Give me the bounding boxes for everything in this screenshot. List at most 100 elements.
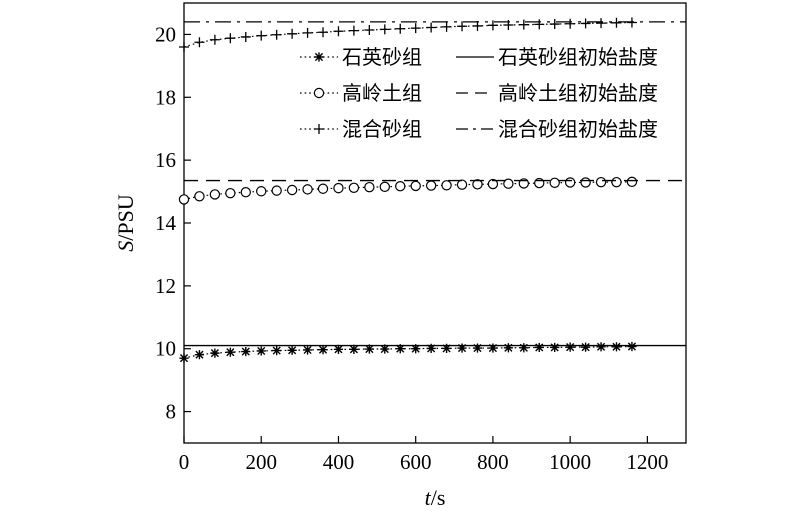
series-line (183, 181, 632, 201)
x-tick-label: 0 (179, 450, 190, 474)
data-point (457, 343, 467, 353)
data-point (240, 186, 251, 198)
data-point (194, 350, 205, 360)
legend-marker (313, 87, 325, 99)
data-point (550, 342, 560, 353)
data-point (287, 28, 298, 39)
x-tick-label: 400 (323, 450, 355, 474)
series-5 (179, 17, 637, 52)
data-point (456, 179, 468, 190)
data-point (225, 347, 235, 357)
data-point (194, 191, 205, 202)
data-point (348, 182, 360, 193)
data-point (302, 27, 313, 38)
data-point (503, 178, 514, 189)
data-point (457, 21, 468, 32)
data-point (596, 18, 607, 29)
plot-area (183, 2, 687, 444)
data-point (487, 20, 498, 31)
data-point (318, 27, 329, 38)
legend-entry: 高岭土组初始盐度 (456, 82, 658, 105)
data-point (209, 189, 221, 200)
legend-label: 混合砂组 (342, 118, 422, 141)
data-point (518, 19, 529, 30)
data-point (549, 177, 560, 188)
data-point (317, 183, 329, 194)
data-point (379, 24, 390, 35)
y-axis-label-symbol: S (113, 241, 138, 252)
legend-entry: 高岭土组 (300, 82, 422, 105)
plot-frame (183, 2, 687, 444)
data-point (488, 343, 498, 353)
data-point (179, 353, 189, 363)
y-axis-label: S/PSU (113, 194, 138, 252)
legend-label: 高岭土组初始盐度 (498, 82, 658, 105)
data-point (287, 345, 297, 355)
data-point (333, 26, 344, 37)
legend-label: 石英砂组初始盐度 (498, 46, 658, 69)
data-point (209, 34, 220, 45)
legend-label: 混合砂组初始盐度 (498, 118, 658, 141)
data-point (395, 344, 405, 354)
data-point (349, 344, 359, 354)
series-line (183, 345, 632, 359)
data-point (426, 22, 437, 33)
x-tick-label: 800 (477, 450, 509, 474)
data-point (179, 42, 189, 52)
data-point (611, 17, 622, 28)
data-point (626, 176, 638, 188)
y-tick-label: 14 (155, 211, 177, 235)
data-point (549, 19, 560, 30)
data-point (395, 23, 406, 34)
legend-entry: 混合砂组初始盐度 (456, 118, 658, 141)
data-point (534, 342, 544, 353)
data-point (534, 19, 545, 30)
data-point (565, 342, 575, 352)
data-point (364, 344, 374, 354)
data-point (302, 345, 313, 355)
data-point (272, 346, 282, 356)
legend-label: 石英砂组 (342, 46, 422, 69)
data-point (472, 343, 483, 353)
data-point (580, 177, 591, 188)
data-point (380, 344, 390, 354)
legend-entry: 混合砂组 (300, 118, 422, 141)
data-point (410, 180, 421, 192)
data-point (503, 343, 513, 353)
legend-entry: 石英砂组 (300, 46, 422, 69)
data-point (410, 23, 421, 34)
data-point (611, 342, 622, 352)
data-point (348, 25, 359, 36)
data-point (426, 343, 436, 353)
data-point (333, 344, 344, 354)
data-point (194, 37, 205, 48)
y-axis-label-unit: /PSU (113, 194, 138, 241)
y-tick-label: 8 (166, 400, 177, 424)
data-point (441, 180, 452, 191)
data-point (472, 179, 483, 190)
legend-marker (314, 52, 324, 62)
data-point (333, 182, 344, 194)
series-3 (178, 176, 638, 205)
data-point (611, 176, 622, 188)
data-point (240, 31, 251, 42)
legend-entry: 石英砂组初始盐度 (456, 46, 658, 69)
y-tick-label: 16 (155, 148, 176, 172)
data-point (565, 18, 576, 29)
y-tick-label: 12 (155, 274, 176, 298)
data-point (596, 342, 606, 352)
data-point (519, 343, 529, 353)
data-point (302, 184, 313, 195)
data-point (627, 341, 637, 352)
data-point (241, 346, 251, 357)
data-point (256, 186, 267, 197)
x-axis-label-symbol: t (425, 485, 432, 510)
data-point (318, 345, 328, 355)
data-point (441, 343, 452, 353)
y-tick-label: 18 (155, 85, 176, 109)
data-point (225, 33, 236, 44)
y-tick-label: 20 (155, 22, 176, 46)
data-point (256, 346, 266, 356)
x-tick-label: 1200 (626, 450, 668, 474)
